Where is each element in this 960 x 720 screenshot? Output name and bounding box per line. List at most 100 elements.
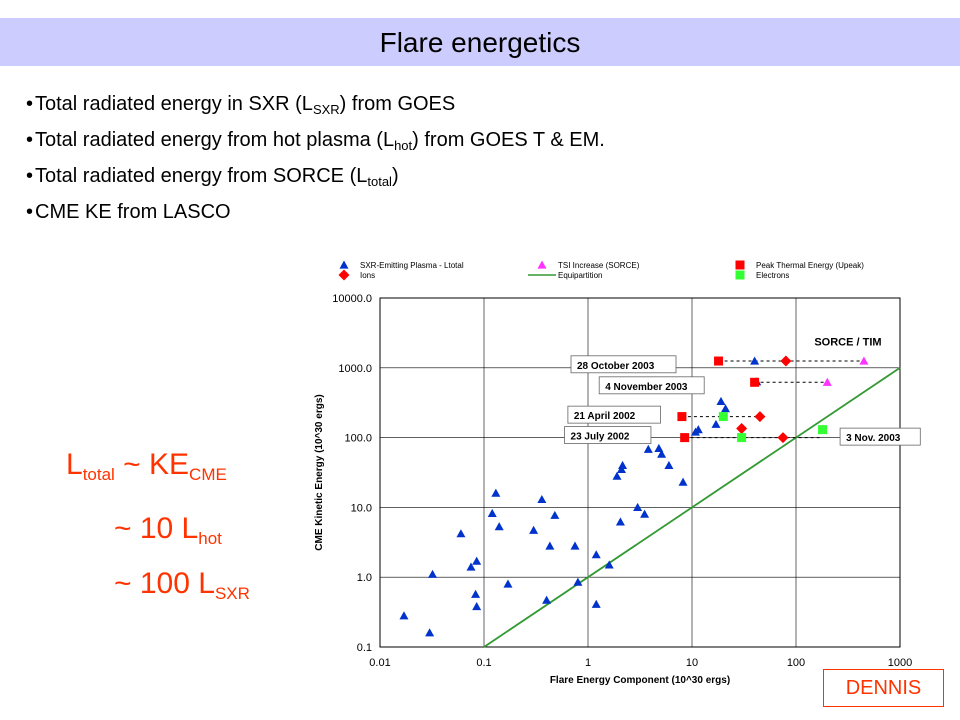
legend-marker (339, 260, 349, 269)
data-point (428, 569, 438, 578)
legend-label: SXR-Emitting Plasma - Ltotal (360, 261, 464, 270)
legend-label: Peak Thermal Energy (Upeak) (756, 261, 864, 270)
bullet-item: •Total radiated energy from hot plasma (… (26, 129, 605, 153)
data-point (750, 377, 760, 387)
y-tick-label: 10.0 (351, 502, 372, 514)
eq1-b-sub: CME (189, 465, 227, 484)
bullet-sub: hot (394, 138, 413, 153)
data-point (718, 412, 728, 422)
bullet-text-end: ) from GOES T & EM. (412, 129, 605, 151)
eq1-a: L (66, 448, 83, 481)
data-point (537, 494, 547, 504)
bullet-text-end: ) from GOES (339, 93, 456, 115)
data-point (754, 411, 766, 423)
x-tick-label: 100 (787, 657, 805, 669)
data-point (693, 425, 703, 434)
x-axis-label: Flare Energy Component (10^30 ergs) (550, 675, 730, 686)
data-point (591, 599, 601, 608)
bullet-item: •CME KE from LASCO (26, 201, 231, 223)
data-point (542, 595, 552, 604)
data-point (491, 488, 501, 497)
data-point (615, 517, 625, 526)
equation-line-1: Ltotal ~ KECME (66, 448, 227, 485)
legend-marker (537, 260, 547, 269)
data-point (570, 541, 580, 550)
x-tick-label: 0.01 (369, 657, 390, 669)
legend-marker (735, 260, 745, 270)
plot-area (379, 297, 901, 648)
y-tick-label: 1.0 (357, 572, 372, 584)
page-title: Flare energetics (379, 27, 581, 58)
data-point (657, 449, 667, 458)
data-point (612, 471, 622, 480)
data-point (471, 589, 481, 598)
data-point (678, 477, 688, 486)
legend-label: Ions (360, 271, 375, 280)
legend-label: Electrons (756, 271, 789, 280)
legend-marker (735, 270, 745, 280)
bullet-list: •Total radiated energy in SXR (LSXR) fro… (26, 86, 605, 230)
y-tick-label: 100.0 (344, 433, 372, 445)
data-point (618, 460, 628, 469)
annotation-label: 21 April 2002 (574, 411, 636, 422)
annotation-label: 4 November 2003 (605, 382, 688, 393)
bullet-text: Total radiated energy from SORCE (L (35, 165, 368, 187)
bullet-text: Total radiated energy from hot plasma (L (35, 129, 395, 151)
data-point (550, 510, 560, 519)
data-point (640, 509, 650, 518)
data-point (604, 560, 614, 569)
data-point (633, 502, 643, 511)
bullet-text: Total radiated energy in SXR (L (35, 93, 313, 115)
x-tick-label: 10 (686, 657, 698, 669)
data-point (680, 433, 690, 443)
equipartition-line (483, 367, 901, 648)
data-point (472, 602, 482, 611)
annotation-label: 23 July 2002 (571, 432, 630, 443)
data-point (677, 412, 687, 422)
eq2-a: ~ 10 L (114, 512, 199, 545)
data-point (654, 443, 664, 453)
bullet-sub: SXR (312, 102, 340, 117)
data-point (545, 541, 555, 550)
eq3-a: ~ 100 L (114, 567, 215, 600)
data-point (487, 508, 497, 518)
annotation-box (570, 355, 677, 374)
data-point (859, 356, 869, 365)
bullet-text: CME KE from LASCO (35, 201, 231, 223)
data-point (822, 377, 832, 386)
y-axis-label: CME Kinetic Energy (10^30 ergs) (314, 394, 325, 550)
data-point (529, 525, 539, 534)
equation-line-2: ~ 10 Lhot (114, 512, 222, 549)
bullet-text-end: ) (391, 165, 399, 187)
y-tick-label: 0.1 (357, 642, 372, 654)
author-credit: DENNIS (823, 669, 944, 707)
data-point (737, 433, 747, 443)
data-point (494, 522, 504, 531)
annotation-label: SORCE / TIM (814, 336, 881, 348)
data-point (750, 356, 760, 365)
data-point (780, 355, 792, 367)
bullet-sub: total (367, 174, 392, 189)
title-bar (0, 18, 960, 66)
data-point (466, 562, 476, 571)
bullet-item: •Total radiated energy in SXR (LSXR) fro… (26, 93, 456, 117)
data-point (399, 611, 409, 620)
x-tick-label: 0.1 (476, 657, 491, 669)
annotation-box (598, 376, 705, 395)
data-point (503, 579, 513, 588)
y-tick-label: 10000.0 (332, 293, 372, 305)
legend-label: Equipartition (558, 271, 602, 280)
eq1-a-sub: total (82, 465, 115, 484)
y-tick-label: 1000.0 (338, 363, 372, 375)
annotation-label: 28 October 2003 (577, 361, 655, 372)
data-point (736, 423, 748, 435)
bullet-item: •Total radiated energy from SORCE (Ltota… (26, 165, 399, 189)
data-point (472, 556, 482, 565)
eq2-a-sub: hot (198, 529, 222, 548)
eq3-a-sub: SXR (214, 584, 250, 603)
data-point (721, 404, 731, 413)
data-point (777, 432, 789, 444)
data-point (456, 529, 466, 538)
data-point (711, 419, 721, 428)
annotation-box (564, 426, 652, 444)
